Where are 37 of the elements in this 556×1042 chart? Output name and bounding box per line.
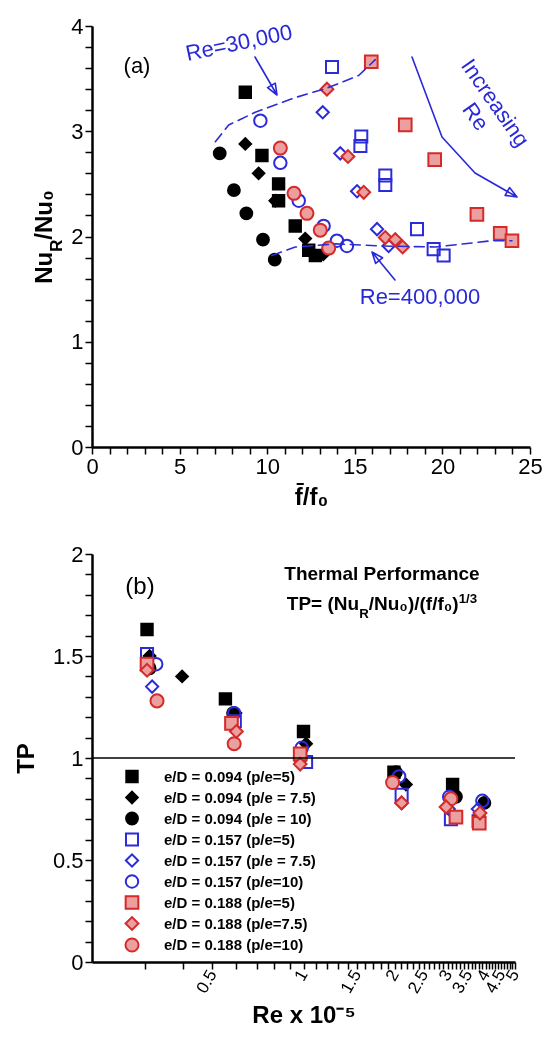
x-tick-label: 25	[518, 453, 543, 479]
annotation: Re=30,000	[183, 19, 295, 66]
y-tick-label: 2	[71, 224, 84, 249]
x-tick-label: 1	[290, 966, 312, 985]
x-tick-label: 5	[173, 453, 187, 479]
x-tick-label: 0.5	[192, 966, 221, 997]
annotation: TP= (Nu$_{R}$/Nu₀)/(f/f₀)$^{1/3}$	[286, 590, 478, 621]
y-tick-label: 4	[71, 13, 84, 39]
legend-label: e/D = 0.094 (p/e = 10)	[164, 809, 312, 827]
x-tick-label: 1.5	[336, 966, 366, 997]
annotation: (b)	[125, 572, 155, 599]
y-tick-label: 0	[71, 434, 84, 460]
legend-label: e/D = 0.188 (p/e=5)	[164, 893, 295, 911]
y-tick-label: 2	[71, 541, 84, 567]
x-tick-label: 2.5	[403, 966, 433, 997]
x-tick-label: 10	[255, 453, 280, 479]
legend-label: e/D = 0.094 (p/e=5)	[164, 767, 295, 785]
legend-label: e/D = 0.157 (p/e = 7.5)	[164, 851, 316, 869]
y-axis-title: TP	[11, 743, 39, 774]
y-tick-label: 1	[71, 329, 84, 355]
legend-label: e/D = 0.094 (p/e = 7.5)	[164, 788, 316, 806]
annotation: (a)	[123, 53, 151, 78]
y-tick-label: 3	[71, 118, 84, 144]
legend-label: e/D = 0.188 (p/e=7.5)	[164, 914, 308, 932]
y-tick-label: 1.5	[52, 643, 84, 669]
y-tick-label: 1	[71, 745, 84, 771]
legend-label: e/D = 0.157 (p/e=5)	[164, 830, 295, 848]
x-tick-label: 2	[381, 966, 403, 985]
x-tick-label: 15	[343, 453, 368, 479]
annotation: Thermal Performance	[284, 563, 480, 584]
x-axis-title: f̄/f₀	[294, 482, 329, 510]
legend-label: e/D = 0.157 (p/e=10)	[164, 872, 304, 890]
x-axis-title: Re x 10⁻⁵	[252, 1000, 356, 1028]
y-tick-label: 0.5	[52, 847, 84, 873]
x-tick-label: 20	[430, 453, 456, 479]
annotation: Re=400,000	[359, 284, 481, 309]
legend-label: e/D = 0.188 (p/e=10)	[164, 936, 304, 953]
